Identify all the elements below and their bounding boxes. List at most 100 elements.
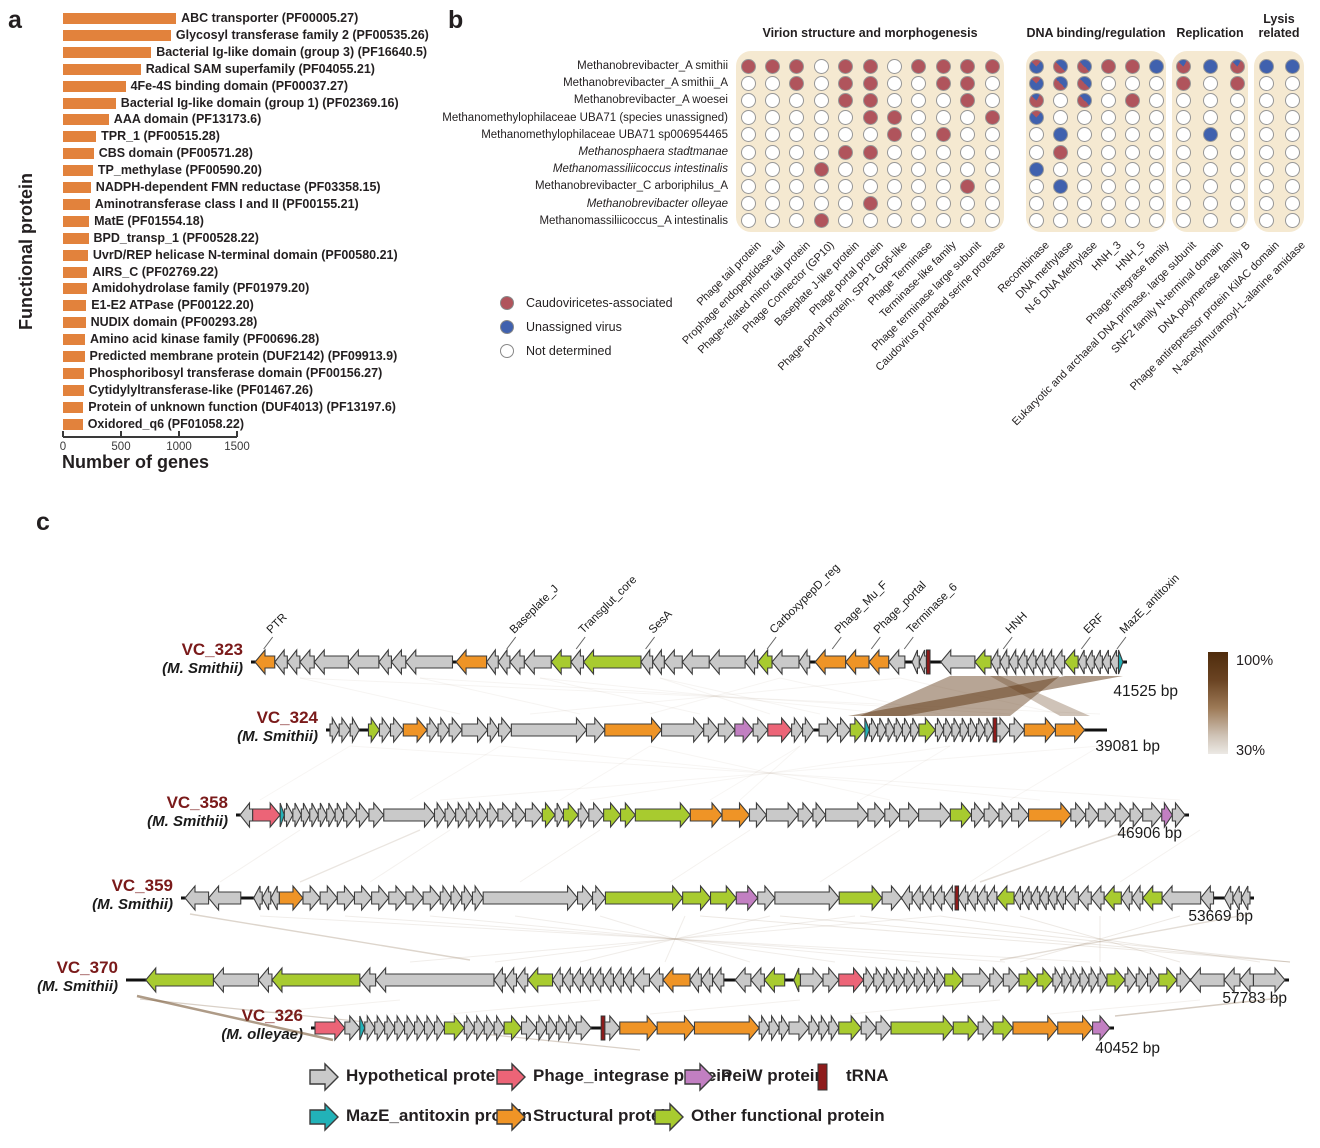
bar-label: NADPH-dependent FMN reductase (PF03358.1… xyxy=(95,180,381,194)
x-axis-tick xyxy=(62,431,64,437)
matrix-dot xyxy=(813,161,829,177)
gene-arrow-n xyxy=(1106,966,1126,994)
bar xyxy=(63,13,177,24)
gene-arrow-g xyxy=(778,1014,790,1042)
bar-label: Amidohydrolase family (PF01979.20) xyxy=(91,281,310,296)
ribbon-line xyxy=(599,915,751,963)
gene-arrow-n xyxy=(838,884,883,912)
matrix-dot xyxy=(1229,144,1245,160)
matrix-dot xyxy=(1258,161,1274,177)
ribbon-line xyxy=(299,677,1101,715)
gene-arrow-n xyxy=(1103,884,1122,912)
gene-arrow-n xyxy=(974,648,992,676)
bar-label: Bacterial Ig-like domain (group 1) (PF02… xyxy=(120,95,399,110)
gene-arrow-g xyxy=(326,802,336,828)
matrix-dot xyxy=(1202,213,1218,229)
matrix-dot xyxy=(984,178,1000,194)
legend-label: Not determined xyxy=(526,344,612,358)
ribbon-line xyxy=(1019,915,1181,963)
ribbon-line xyxy=(899,677,1061,715)
gene-arrow-g xyxy=(509,648,525,676)
gene-arrow-o xyxy=(278,884,304,912)
matrix-dot xyxy=(1229,92,1245,108)
matrix-dot xyxy=(1100,75,1116,91)
gene-arrow-g xyxy=(1002,966,1020,994)
bar-label: E1-E2 ATPase (PF00122.20) xyxy=(91,298,254,313)
gene-arrow-o xyxy=(455,648,488,676)
ribbon-line xyxy=(263,636,274,650)
gene-arrow-g xyxy=(300,802,311,828)
gene-arrow-g xyxy=(575,1014,592,1042)
matrix-dot xyxy=(1202,92,1218,108)
gene-arrow-g xyxy=(660,716,705,744)
matrix-dot xyxy=(1202,178,1218,194)
gene-arrow-g xyxy=(592,966,604,994)
legend-icon-u xyxy=(684,1062,714,1092)
gene-arrow-u xyxy=(735,884,759,912)
matrix-dot xyxy=(1076,92,1092,108)
genome-track-VC_358 xyxy=(236,801,1189,829)
gene-arrow-g xyxy=(765,801,799,829)
gene-arrow-g xyxy=(570,648,585,676)
matrix-dot xyxy=(960,127,976,143)
gene-arrow-g xyxy=(943,884,956,912)
matrix-dot xyxy=(813,58,829,74)
gene-arrow-g xyxy=(405,884,424,912)
matrix-dot xyxy=(764,144,780,160)
matrix-dot xyxy=(984,75,1000,91)
matrix-dot xyxy=(740,196,756,212)
matrix-dot xyxy=(1148,161,1164,177)
ribbon-line xyxy=(589,745,951,801)
legend-arrow-swatch xyxy=(654,1102,684,1132)
ribbon-line xyxy=(559,745,651,801)
species-row-label: Methanosphaera stadtmanae xyxy=(578,146,728,158)
matrix-dot xyxy=(1258,110,1274,126)
matrix-dot xyxy=(838,110,854,126)
matrix-dot xyxy=(886,110,902,126)
gene-arrow-g xyxy=(1022,885,1032,911)
bar xyxy=(63,334,85,346)
ribbon-line xyxy=(649,677,781,715)
matrix-dot xyxy=(1124,75,1140,91)
ribbon-line xyxy=(645,636,655,650)
matrix-dot xyxy=(1229,178,1245,194)
gene-arrow-g xyxy=(465,801,478,829)
matrix-dot xyxy=(740,110,756,126)
gene-arrow-g xyxy=(476,801,489,829)
bar-label: ABC transporter (PF00005.27) xyxy=(181,11,359,25)
matrix-dot xyxy=(838,58,854,74)
gene-arrow-g xyxy=(910,717,920,743)
matrix-dot xyxy=(789,213,805,229)
gene-arrow-n xyxy=(1158,966,1178,994)
matrix-dot xyxy=(886,161,902,177)
ribbon-line xyxy=(999,913,1251,961)
matrix-dot xyxy=(886,144,902,160)
gene-arrow-g xyxy=(934,966,946,994)
gene-arrow-g xyxy=(1085,801,1100,829)
gene-arrow-g xyxy=(825,801,869,829)
ribbon-line xyxy=(699,915,1291,963)
gene-arrow-g xyxy=(1252,966,1286,994)
gene-arrow-g xyxy=(913,966,926,994)
matrix-dot xyxy=(1124,127,1140,143)
gene-arrow-g xyxy=(1223,885,1234,911)
species-row-label: Methanobrevibacter_A smithii_A xyxy=(563,77,728,90)
matrix-dot xyxy=(789,161,805,177)
panel-a-bar-chart: Functional protein Number of genes ABC t… xyxy=(0,0,450,480)
matrix-dot xyxy=(862,213,878,229)
bar xyxy=(63,148,94,160)
ribbon-line xyxy=(429,915,921,963)
gene-arrow-g xyxy=(515,966,529,994)
matrix-dot xyxy=(1229,110,1245,126)
gene-arrow-n xyxy=(367,716,381,744)
gene-arrow-g xyxy=(940,648,976,676)
gene-arrow-o xyxy=(689,801,723,829)
gene-arrow-g xyxy=(1120,884,1133,912)
similarity-ribbons xyxy=(136,636,1291,1051)
matrix-dot xyxy=(935,110,951,126)
matrix-dot xyxy=(862,75,878,91)
gene-arrow-g xyxy=(1070,965,1081,995)
matrix-dot xyxy=(1175,161,1191,177)
gene-arrow-g xyxy=(486,801,499,829)
ribbon-line xyxy=(779,677,941,715)
